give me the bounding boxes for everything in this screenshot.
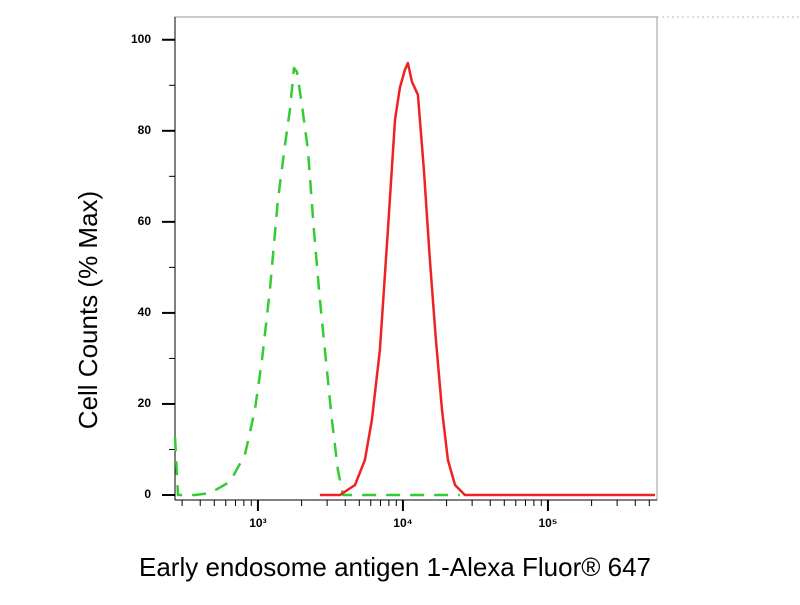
x-tick-label: 10⁵ (538, 516, 557, 530)
y-tick-label: 80 (138, 123, 152, 137)
x-tick-label: 10³ (249, 516, 266, 530)
y-tick-label: 100 (131, 32, 151, 46)
histogram-line (319, 61, 655, 497)
histogram-line (173, 66, 460, 497)
y-tick-label: 60 (138, 214, 152, 228)
y-tick-label: 0 (144, 487, 151, 501)
x-tick-label: 10⁴ (393, 516, 412, 530)
y-axis-label: Cell Counts (% Max) (73, 191, 103, 429)
y-tick-label: 40 (138, 305, 152, 319)
x-axis-label: Early endosome antigen 1-Alexa Fluor® 64… (139, 552, 651, 582)
y-tick-label: 20 (138, 396, 152, 410)
